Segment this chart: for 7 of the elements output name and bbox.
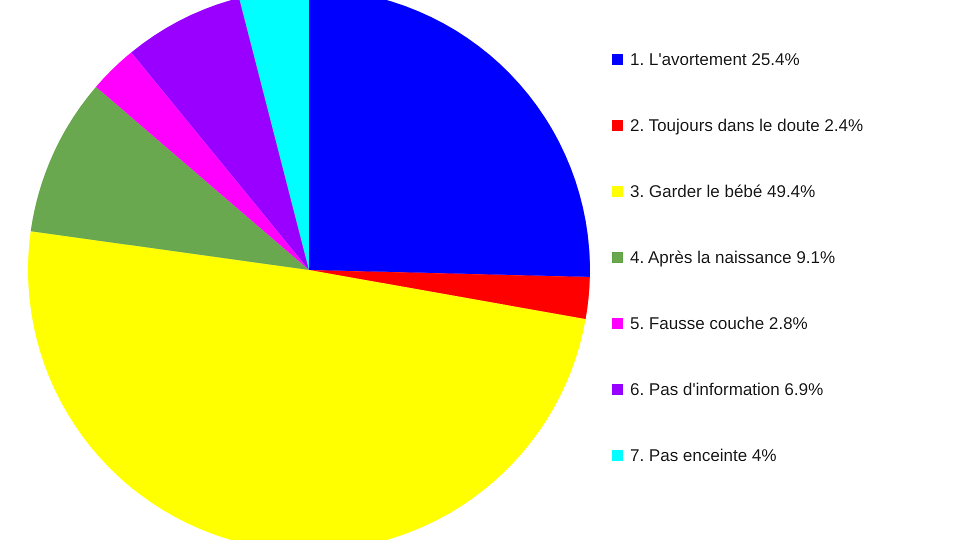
legend-label: 7. Pas enceinte 4% xyxy=(630,446,776,465)
legend-label: 1. L'avortement 25.4% xyxy=(630,50,800,69)
legend-label: 6. Pas d'information 6.9% xyxy=(630,380,824,399)
legend-label: 3. Garder le bébé 49.4% xyxy=(630,182,816,201)
legend-label: 5. Fausse couche 2.8% xyxy=(630,314,808,333)
legend-label: 4. Après la naissance 9.1% xyxy=(630,248,836,267)
legend-label: 2. Toujours dans le doute 2.4% xyxy=(630,116,864,135)
